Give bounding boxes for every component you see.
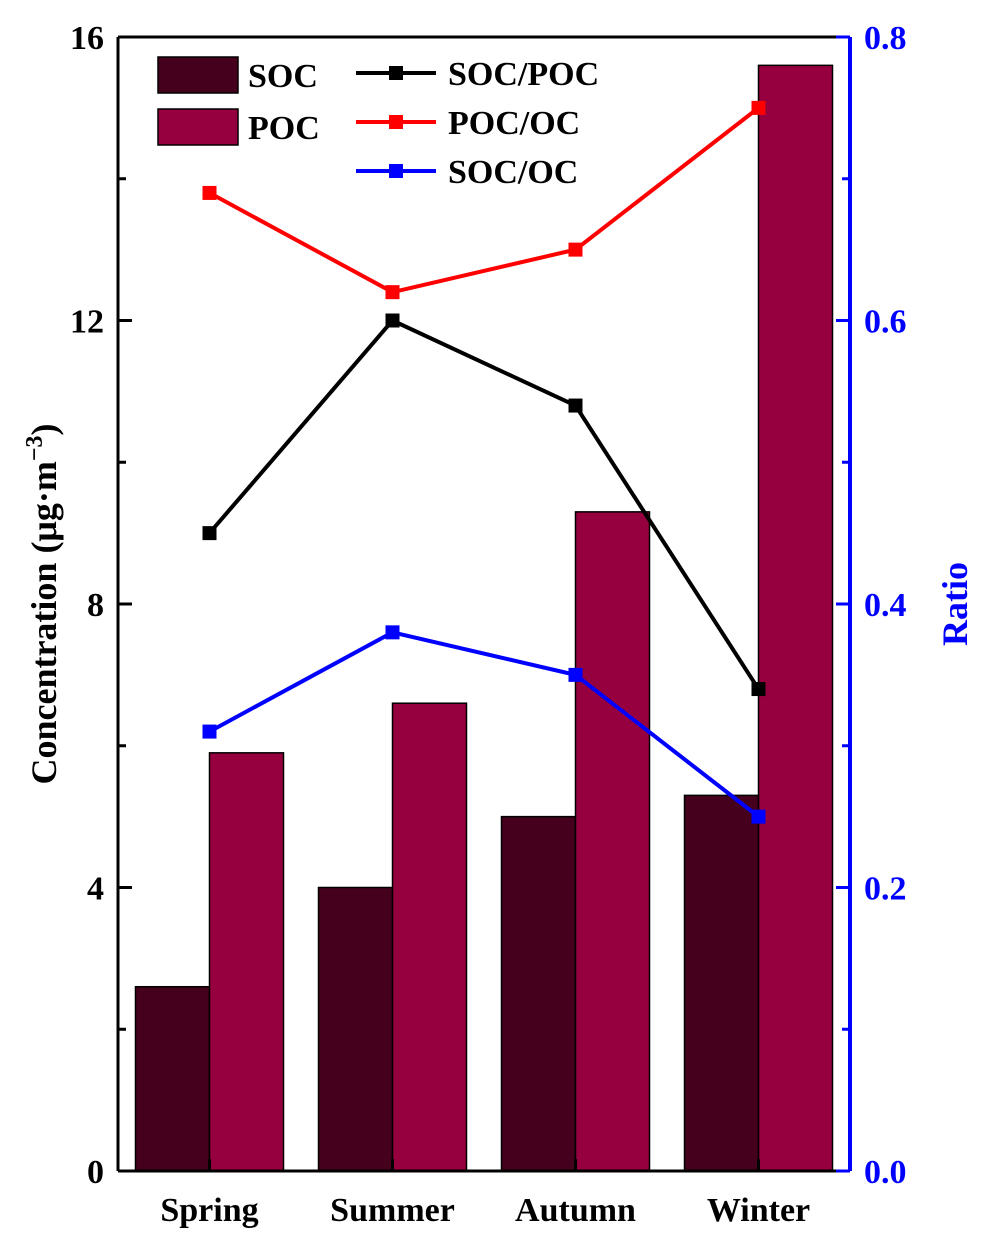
line-poc-oc [208, 106, 760, 295]
legend-label-soc: SOC [248, 58, 318, 95]
right-tick-label: 0.8 [864, 20, 907, 57]
bar-poc-spring [208, 752, 285, 1172]
legend: SOC POC SOC/POC POC/OC SOC/OC [157, 56, 599, 191]
legend-label-poc: POC [248, 110, 320, 147]
point-poc-oc-spring [202, 185, 217, 200]
point-soc-oc-autumn [568, 667, 583, 682]
legend-label-soc-oc: SOC/OC [448, 154, 578, 191]
bar-soc-spring [134, 985, 211, 1172]
legend-label-poc-oc: POC/OC [448, 105, 580, 142]
x-tick-label-autumn: Autumn [515, 1192, 636, 1229]
point-soc-oc-spring [202, 724, 217, 739]
bars-layer [134, 64, 834, 1172]
bar-poc-winter [757, 64, 834, 1172]
point-soc-poc-spring [202, 526, 217, 541]
right-tick-label: 0.4 [864, 587, 907, 624]
line-soc-oc [208, 630, 760, 819]
right-tick-label: 0.6 [864, 304, 907, 341]
x-tick-label-spring: Spring [160, 1192, 258, 1229]
point-soc-poc-autumn [568, 398, 583, 413]
line-soc-poc [207, 318, 761, 691]
x-tick-label-summer: Summer [330, 1192, 455, 1229]
y2-axis-title: Ratio [935, 562, 975, 646]
right-tick-label: 0.0 [864, 1154, 907, 1191]
axes-layer: 0 4 8 12 16 0.0 0.2 0.4 0.6 0.8 Spring Summer Autumn… [22, 20, 975, 1229]
x-tick-label-winter: Winter [707, 1192, 810, 1229]
legend-marker-poc-oc [389, 115, 403, 129]
legend-marker-soc-oc [389, 164, 403, 178]
y-axis-title: Concentration (μg·m−3) [22, 423, 64, 784]
left-tick-label: 4 [87, 871, 104, 908]
legend-swatch-soc [157, 56, 239, 94]
legend-label-soc-poc: SOC/POC [448, 56, 599, 93]
left-tick-label: 12 [70, 304, 104, 341]
point-soc-poc-summer [385, 313, 400, 328]
left-tick-label: 0 [87, 1154, 104, 1191]
point-poc-oc-summer [385, 285, 400, 300]
legend-marker-soc-poc [389, 66, 403, 80]
bar-soc-summer [317, 886, 394, 1172]
right-tick-label: 0.2 [864, 871, 907, 908]
bar-poc-summer [391, 702, 468, 1172]
point-soc-oc-winter [751, 809, 766, 824]
left-tick-label: 16 [70, 20, 104, 57]
point-soc-poc-winter [751, 682, 766, 697]
point-poc-oc-winter [751, 100, 766, 115]
left-tick-label: 8 [87, 587, 104, 624]
bar-soc-autumn [500, 815, 577, 1172]
point-poc-oc-autumn [568, 242, 583, 257]
lines-layer [202, 100, 766, 824]
legend-swatch-poc [157, 108, 239, 146]
bar-soc-winter [683, 794, 760, 1172]
point-soc-oc-summer [385, 625, 400, 640]
bar-poc-autumn [574, 511, 651, 1172]
